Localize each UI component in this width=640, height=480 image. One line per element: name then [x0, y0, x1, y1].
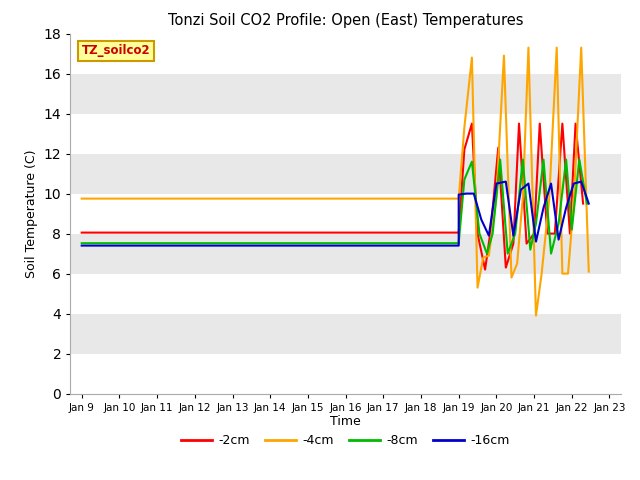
- Bar: [70, 154, 621, 193]
- Bar: [70, 274, 621, 313]
- Text: TZ_soilco2: TZ_soilco2: [81, 44, 150, 58]
- X-axis label: Time: Time: [330, 415, 361, 429]
- Bar: [70, 73, 621, 114]
- Y-axis label: Soil Temperature (C): Soil Temperature (C): [25, 149, 38, 278]
- Bar: [70, 354, 621, 394]
- Bar: [70, 313, 621, 354]
- Legend: -2cm, -4cm, -8cm, -16cm: -2cm, -4cm, -8cm, -16cm: [176, 429, 515, 452]
- Bar: [70, 193, 621, 234]
- Title: Tonzi Soil CO2 Profile: Open (East) Temperatures: Tonzi Soil CO2 Profile: Open (East) Temp…: [168, 13, 524, 28]
- Bar: [70, 34, 621, 73]
- Bar: [70, 234, 621, 274]
- Bar: [70, 114, 621, 154]
